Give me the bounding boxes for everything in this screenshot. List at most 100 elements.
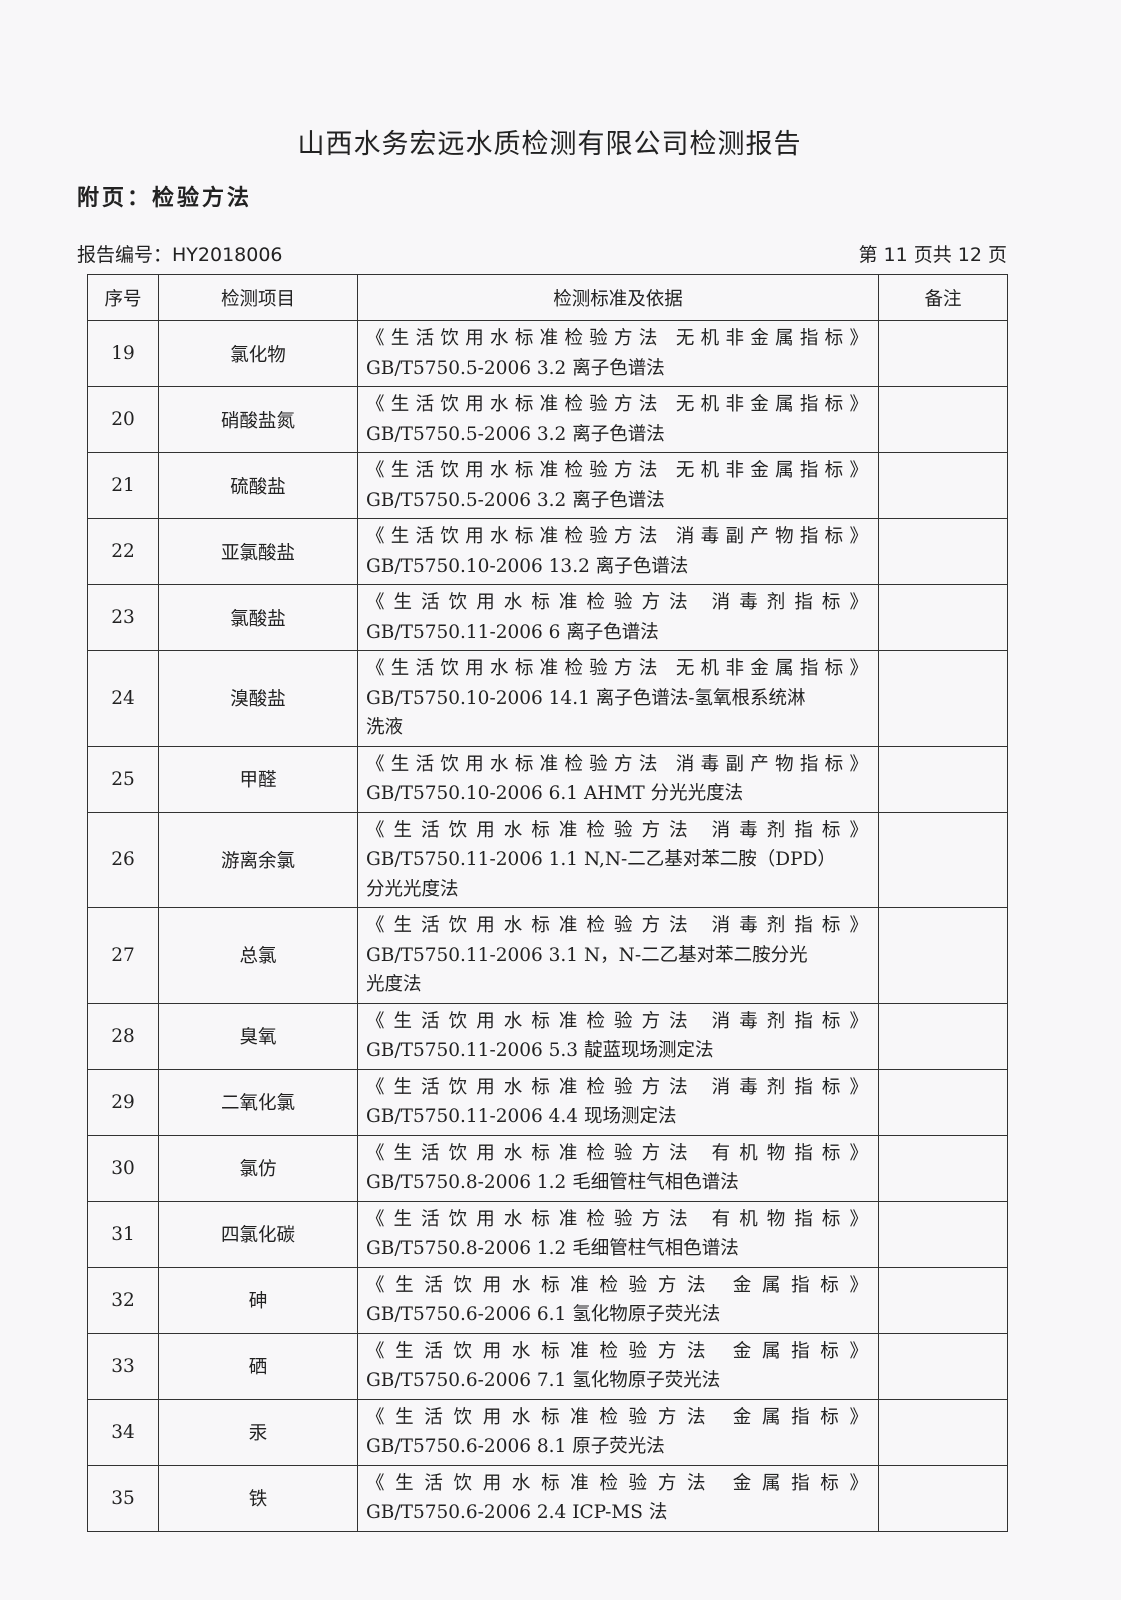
standard-line: 洗液 bbox=[366, 717, 404, 738]
appendix-subtitle: 附页：检验方法 bbox=[77, 186, 253, 211]
test-item: 硝酸盐氮 bbox=[158, 386, 358, 453]
header-note: 备注 bbox=[878, 274, 1008, 321]
test-standard: 《生活饮用水标准检验方法 金属指标》 GB/T5750.6-2006 8.1 原子… bbox=[357, 1398, 879, 1466]
test-standard: 《生活饮用水标准检验方法 消毒剂指标》 GB/T5750.11-2006 6 离子… bbox=[357, 584, 879, 651]
standard-line: 分光光度法 bbox=[366, 878, 459, 900]
standard-line: GB/T5750.11-2006 1.1 N,N-二乙基对苯二胺（DPD） bbox=[366, 849, 836, 870]
test-standard: 《生活饮用水标准检验方法 消毒剂指标》 GB/T5750.11-2006 5.3 … bbox=[357, 1002, 879, 1070]
table-row: 20 硝酸盐氮 《生活饮用水标准检验方法 无机非金属指标》 GB/T5750.5-20… bbox=[87, 386, 1008, 453]
standard-line: 《生活饮用水标准检验方法 金属指标》 bbox=[366, 1274, 868, 1296]
note-cell bbox=[878, 1134, 1008, 1202]
table-row: 29 二氧化氯 《生活饮用水标准检验方法 消毒剂指标》 GB/T5750.11-200… bbox=[87, 1068, 1008, 1136]
standard-line: 《生活饮用水标准检验方法 消毒剂指标》 bbox=[366, 1076, 868, 1098]
test-standard: 《生活饮用水标准检验方法 金属指标》 GB/T5750.6-2006 6.1 氢化… bbox=[357, 1266, 879, 1334]
test-standard: 《生活饮用水标准检验方法 消毒副产物指标》 GB/T5750.10-2006 13… bbox=[357, 518, 879, 585]
standard-line: 《生活饮用水标准检验方法 无机非金属指标》 bbox=[366, 460, 868, 481]
standard-line: GB/T5750.5-2006 3.2 离子色谱法 bbox=[366, 489, 665, 511]
test-item: 亚氯酸盐 bbox=[158, 518, 358, 585]
row-number: 26 bbox=[87, 811, 159, 908]
note-cell bbox=[878, 650, 1008, 747]
test-item: 二氧化氯 bbox=[158, 1068, 358, 1136]
standard-line: GB/T5750.11-2006 3.1 N，N-二乙基对苯二胺分光 bbox=[366, 944, 808, 966]
table-row: 34 汞《生活饮用水标准检验方法 金属指标》 GB/T5750.6-2006 8.1… bbox=[87, 1398, 1008, 1466]
test-standard: 《生活饮用水标准检验方法 消毒剂指标》 GB/T5750.11-2006 3.1 … bbox=[357, 907, 879, 1004]
standard-line: GB/T5750.10-2006 14.1 离子色谱法-氢氧根系统淋 bbox=[366, 687, 806, 709]
row-number: 21 bbox=[87, 452, 159, 519]
note-cell bbox=[878, 1200, 1008, 1268]
test-standard: 《生活饮用水标准检验方法 金属指标》 GB/T5750.6-2006 2.4 IC… bbox=[357, 1464, 879, 1532]
test-standard: 《生活饮用水标准检验方法 有机物指标》 GB/T5750.8-2006 1.2 毛… bbox=[357, 1134, 879, 1202]
note-cell bbox=[878, 811, 1008, 908]
standard-line: GB/T5750.10-2006 13.2 离子色谱法 bbox=[366, 555, 689, 577]
test-item: 硒 bbox=[158, 1332, 358, 1400]
standard-line: GB/T5750.6-2006 2.4 ICP-MS 法 bbox=[366, 1502, 668, 1523]
row-number: 30 bbox=[87, 1134, 159, 1202]
test-item: 甲醛 bbox=[158, 745, 358, 813]
standard-line: 《生活饮用水标准检验方法 消毒副产物指标》 bbox=[366, 526, 868, 547]
test-standard: 《生活饮用水标准检验方法 有机物指标》 GB/T5750.8-2006 1.2 毛… bbox=[357, 1200, 879, 1268]
test-item: 汞 bbox=[158, 1398, 358, 1466]
header-no: 序号 bbox=[87, 274, 159, 321]
standard-line: GB/T5750.6-2006 6.1 氢化物原子荧光法 bbox=[366, 1304, 721, 1325]
standard-line: GB/T5750.10-2006 6.1 AHMT 分光光度法 bbox=[366, 783, 744, 804]
test-standard: 《生活饮用水标准检验方法 无机非金属指标》 GB/T5750.5-2006 3.2… bbox=[357, 386, 879, 453]
header-item: 检测项目 bbox=[158, 274, 358, 321]
standard-line: 《生活饮用水标准检验方法 金属指标》 bbox=[366, 1472, 868, 1494]
row-number: 19 bbox=[87, 320, 159, 387]
table-row: 28 臭氧 《生活饮用水标准检验方法 消毒剂指标》 GB/T5750.11-2006 … bbox=[87, 1002, 1008, 1070]
note-cell bbox=[878, 1398, 1008, 1466]
table-row: 33 硒《生活饮用水标准检验方法 金属指标》 GB/T5750.6-2006 7.1… bbox=[87, 1332, 1008, 1400]
note-cell bbox=[878, 518, 1008, 585]
standard-line: 《生活饮用水标准检验方法 消毒剂指标》 bbox=[366, 1010, 868, 1032]
row-number: 24 bbox=[87, 650, 159, 747]
note-cell bbox=[878, 1464, 1008, 1532]
standard-line: 《生活饮用水标准检验方法 无机非金属指标》 bbox=[366, 394, 868, 415]
table-row: 30 氯仿 《生活饮用水标准检验方法 有机物指标》 GB/T5750.8-2006 1… bbox=[87, 1134, 1008, 1202]
row-number: 35 bbox=[87, 1464, 159, 1532]
test-standard: 《生活饮用水标准检验方法 无机非金属指标》 GB/T5750.5-2006 3.2… bbox=[357, 452, 879, 519]
test-item: 氯仿 bbox=[158, 1134, 358, 1202]
standard-line: 《生活饮用水标准检验方法 消毒剂指标》 bbox=[366, 819, 868, 841]
test-standard: 《生活饮用水标准检验方法 金属指标》 GB/T5750.6-2006 7.1 氢化… bbox=[357, 1332, 879, 1400]
test-item: 四氯化碳 bbox=[158, 1200, 358, 1268]
methods-table: 序号 检测项目 检测标准及依据 备注 19 氯化物 《生活饮用水标准检验方法 无机非… bbox=[87, 274, 1008, 1532]
test-item: 臭氧 bbox=[158, 1002, 358, 1070]
test-item: 总氯 bbox=[158, 907, 358, 1004]
page-number: 第 11 页共 12 页 bbox=[858, 244, 1007, 266]
row-number: 27 bbox=[87, 907, 159, 1004]
row-number: 31 bbox=[87, 1200, 159, 1268]
table-row: 32 砷《生活饮用水标准检验方法 金属指标》 GB/T5750.6-2006 6.1… bbox=[87, 1266, 1008, 1334]
test-standard: 《生活饮用水标准检验方法 无机非金属指标》 GB/T5750.10-2006 14… bbox=[357, 650, 879, 747]
standard-line: GB/T5750.6-2006 7.1 氢化物原子荧光法 bbox=[366, 1370, 721, 1391]
test-item: 砷 bbox=[158, 1266, 358, 1334]
standard-line: GB/T5750.11-2006 6 离子色谱法 bbox=[366, 621, 659, 643]
row-number: 28 bbox=[87, 1002, 159, 1070]
row-number: 23 bbox=[87, 584, 159, 651]
report-number: 报告编号：HY2018006 bbox=[77, 244, 283, 266]
note-cell bbox=[878, 320, 1008, 387]
table-header-row: 序号 检测项目 检测标准及依据 备注 bbox=[87, 274, 1008, 321]
note-cell bbox=[878, 1002, 1008, 1070]
test-item: 游离余氯 bbox=[158, 811, 358, 908]
note-cell bbox=[878, 907, 1008, 1004]
standard-line: 《生活饮用水标准检验方法 有机物指标》 bbox=[366, 1142, 868, 1164]
standard-line: 《生活饮用水标准检验方法 消毒副产物指标》 bbox=[366, 753, 868, 775]
test-standard: 《生活饮用水标准检验方法 无机非金属指标》 GB/T5750.5-2006 3.2… bbox=[357, 320, 879, 387]
standard-line: 《生活饮用水标准检验方法 有机物指标》 bbox=[366, 1208, 868, 1230]
note-cell bbox=[878, 745, 1008, 813]
table-row: 23 氯酸盐 《生活饮用水标准检验方法 消毒剂指标》 GB/T5750.11-2006… bbox=[87, 584, 1008, 651]
standard-line: 《生活饮用水标准检验方法 金属指标》 bbox=[366, 1406, 868, 1428]
row-number: 25 bbox=[87, 745, 159, 813]
standard-line: 光度法 bbox=[366, 974, 422, 995]
note-cell bbox=[878, 1332, 1008, 1400]
note-cell bbox=[878, 1266, 1008, 1334]
standard-line: GB/T5750.5-2006 3.2 离子色谱法 bbox=[366, 357, 665, 379]
table-row: 19 氯化物 《生活饮用水标准检验方法 无机非金属指标》 GB/T5750.5-200… bbox=[87, 320, 1008, 387]
report-title: 山西水务宏远水质检测有限公司检测报告 bbox=[297, 129, 802, 160]
row-number: 29 bbox=[87, 1068, 159, 1136]
test-standard: 《生活饮用水标准检验方法 消毒剂指标》 GB/T5750.11-2006 4.4 … bbox=[357, 1068, 879, 1136]
test-item: 铁 bbox=[158, 1464, 358, 1532]
test-item: 氯化物 bbox=[158, 320, 358, 387]
standard-line: GB/T5750.6-2006 8.1 原子荧光法 bbox=[366, 1436, 665, 1457]
note-cell bbox=[878, 452, 1008, 519]
